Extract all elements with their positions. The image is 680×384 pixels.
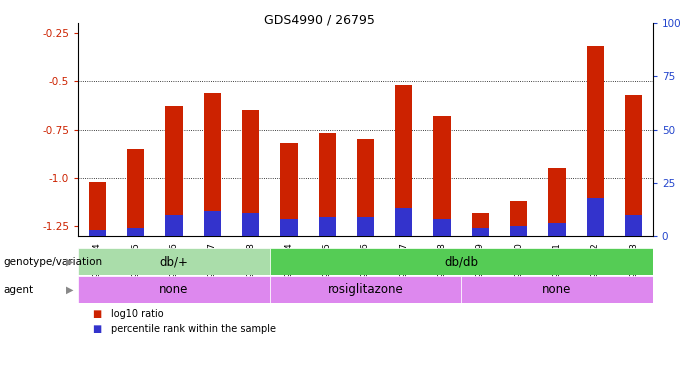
- Bar: [587, 198, 604, 236]
- Bar: [203, 210, 221, 236]
- Bar: [510, 201, 528, 236]
- Bar: [242, 213, 259, 236]
- Bar: [127, 228, 144, 236]
- Bar: [548, 223, 566, 236]
- Bar: [395, 209, 413, 236]
- Text: db/db: db/db: [444, 255, 478, 268]
- Bar: [472, 213, 489, 236]
- Text: agent: agent: [3, 285, 33, 295]
- Text: GDS4990 / 26795: GDS4990 / 26795: [264, 13, 375, 26]
- Text: db/+: db/+: [160, 255, 188, 268]
- Text: ■: ■: [92, 309, 101, 319]
- Text: ▶: ▶: [66, 257, 73, 266]
- Bar: [318, 217, 336, 236]
- Bar: [510, 225, 528, 236]
- Bar: [280, 219, 298, 236]
- Text: none: none: [543, 283, 572, 296]
- Bar: [318, 134, 336, 236]
- Bar: [88, 230, 106, 236]
- Text: ■: ■: [92, 324, 101, 334]
- Text: rosiglitazone: rosiglitazone: [328, 283, 403, 296]
- Text: percentile rank within the sample: percentile rank within the sample: [111, 324, 276, 334]
- Bar: [88, 182, 106, 236]
- Bar: [433, 116, 451, 236]
- Bar: [270, 276, 461, 303]
- Text: log10 ratio: log10 ratio: [111, 309, 163, 319]
- Bar: [548, 168, 566, 236]
- Bar: [270, 248, 653, 275]
- Bar: [127, 149, 144, 236]
- Bar: [165, 106, 183, 236]
- Text: none: none: [159, 283, 188, 296]
- Bar: [78, 248, 270, 275]
- Bar: [78, 276, 270, 303]
- Bar: [625, 95, 643, 236]
- Bar: [395, 85, 413, 236]
- Bar: [280, 143, 298, 236]
- Text: genotype/variation: genotype/variation: [3, 257, 103, 266]
- Bar: [165, 215, 183, 236]
- Bar: [461, 276, 653, 303]
- Bar: [242, 110, 259, 236]
- Bar: [357, 217, 374, 236]
- Bar: [357, 139, 374, 236]
- Bar: [587, 46, 604, 236]
- Bar: [472, 228, 489, 236]
- Bar: [625, 215, 643, 236]
- Bar: [433, 219, 451, 236]
- Text: ▶: ▶: [66, 285, 73, 295]
- Bar: [203, 93, 221, 236]
